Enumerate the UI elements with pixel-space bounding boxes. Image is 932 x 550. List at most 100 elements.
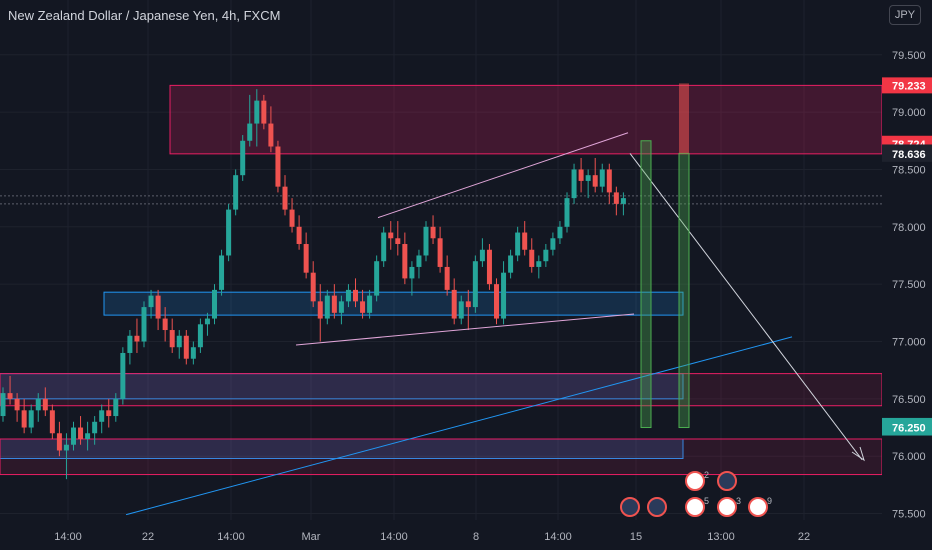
x-tick-label: 22 — [142, 531, 154, 543]
candle-body — [395, 238, 401, 245]
candle-body — [381, 232, 387, 262]
price-label: 79.233 — [892, 80, 926, 92]
x-tick-label: 22 — [798, 531, 810, 543]
candle-body — [282, 186, 288, 210]
candle-body — [148, 295, 154, 308]
x-tick-label: Mar — [302, 531, 321, 543]
candle-body — [233, 175, 239, 210]
candle-body — [296, 226, 302, 245]
candle-body — [515, 232, 521, 256]
event-count: 5 — [704, 496, 709, 506]
candle-body — [134, 335, 140, 342]
candle-body — [508, 255, 514, 273]
y-tick-label: 77.000 — [892, 337, 926, 349]
candle-body — [465, 301, 471, 308]
candle-body — [571, 169, 577, 199]
price-label: 76.250 — [892, 423, 926, 435]
candle-body — [78, 427, 84, 439]
event-count: 2 — [704, 470, 709, 480]
candle-body — [578, 169, 584, 181]
candle-body — [310, 272, 316, 302]
candle-body — [35, 398, 41, 411]
currency-button[interactable]: JPY — [889, 5, 921, 25]
candle-body — [451, 289, 457, 319]
projection-bar — [678, 152, 690, 429]
candle-body — [169, 330, 175, 348]
candle-body — [261, 100, 267, 124]
x-tick-label: 14:00 — [217, 531, 245, 543]
candle-body — [592, 175, 598, 187]
event-count: 9 — [767, 496, 772, 506]
zone-red — [0, 438, 883, 476]
candle-body — [28, 410, 34, 428]
price-label-bg — [882, 145, 932, 162]
projection-bar-red — [679, 83, 689, 154]
candle-body — [113, 398, 119, 417]
y-tick-label: 79.000 — [892, 107, 926, 119]
price-label-bg — [882, 419, 932, 436]
candle-body — [127, 335, 133, 353]
candle-body — [353, 289, 358, 302]
x-tick-label: 15 — [630, 531, 642, 543]
zone-red — [169, 84, 883, 155]
candle-body — [155, 295, 161, 319]
zone-blue — [103, 291, 684, 316]
trendline-upper — [377, 132, 629, 219]
candle-body — [430, 226, 436, 239]
candle-body — [106, 410, 112, 417]
arrow-head — [851, 446, 865, 462]
candle-body — [402, 244, 408, 279]
candle-body — [240, 140, 246, 176]
candle-body — [501, 272, 507, 319]
candle-body — [416, 255, 422, 267]
candle-body — [56, 433, 62, 451]
candle-body — [204, 318, 210, 325]
y-tick-label: 77.500 — [892, 279, 926, 291]
candle-body — [120, 352, 126, 399]
candle-body — [458, 301, 464, 319]
candle-body — [176, 335, 182, 348]
candle-body — [557, 226, 563, 239]
x-tick-label: 8 — [473, 531, 479, 543]
candle-body — [190, 347, 196, 359]
flag-icon — [647, 497, 667, 517]
candle-body — [331, 295, 337, 313]
candle-body — [85, 433, 91, 439]
candle-body — [268, 123, 274, 147]
flag-icon — [717, 471, 737, 491]
candle-body — [71, 427, 76, 445]
candle-body — [367, 295, 373, 313]
event-marker-icon — [685, 471, 705, 491]
flag-icon — [620, 497, 640, 517]
candle-body — [42, 398, 48, 411]
event-marker-icon — [685, 497, 705, 517]
candle-body — [21, 410, 27, 428]
trendline-lower — [295, 313, 635, 346]
candle-body — [444, 266, 450, 290]
y-tick-label: 75.500 — [892, 509, 926, 521]
candle-body — [63, 444, 69, 451]
candle-body — [543, 249, 549, 262]
zone-red — [0, 373, 883, 407]
candle-body — [303, 244, 309, 273]
candle-body — [317, 301, 323, 319]
projection-bar — [640, 140, 652, 429]
candle-body — [479, 249, 485, 262]
candle-body — [374, 261, 380, 296]
candle-body — [606, 169, 612, 193]
candle-body — [585, 175, 591, 181]
price-label: 78.636 — [892, 149, 926, 161]
candle-body — [7, 393, 13, 399]
candle-body — [92, 421, 98, 434]
x-tick-label: 14:00 — [54, 531, 82, 543]
symbol-title: New Zealand Dollar / Japanese Yen, 4h, F… — [8, 8, 281, 23]
candle-body — [620, 198, 626, 204]
candle-body — [437, 238, 443, 267]
candle-body — [162, 318, 168, 331]
time-axis — [0, 523, 932, 550]
candle-body — [550, 238, 556, 250]
candle-body — [212, 289, 217, 319]
y-tick-label: 79.500 — [892, 50, 926, 62]
